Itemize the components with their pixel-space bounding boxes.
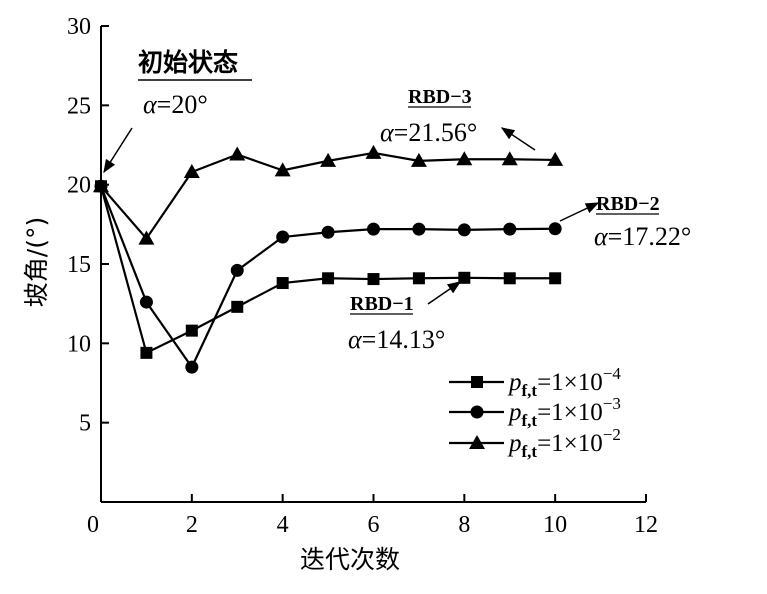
legend-label: pf,t=1×10−2: [507, 425, 621, 461]
annotations: 初始状态 α=20° RBD−3 α=21.56° RBD−2 α=17.22°…: [103, 48, 691, 354]
x-axis-title: 迭代次数: [300, 545, 400, 574]
x-tick-label: 4: [277, 512, 289, 538]
x-tick-label: 2: [186, 512, 198, 538]
legend-marker-circle: [470, 405, 484, 419]
data-point-triangle: [501, 151, 518, 166]
x-axis-ticks: 0 2 4 6 8 10 12: [87, 494, 658, 538]
data-point-square: [185, 324, 198, 337]
data-point-triangle: [456, 151, 473, 166]
rbd1-arrow: [427, 281, 462, 305]
y-tick-label: 25: [67, 93, 91, 119]
data-point-square: [412, 272, 425, 285]
data-point-square: [367, 273, 380, 286]
legend-item: pf,t=1×10−4: [449, 364, 621, 400]
series-line: [99, 185, 556, 355]
initial-state-label: 初始状态: [138, 48, 238, 77]
data-point-circle: [503, 222, 517, 236]
data-point-square: [549, 272, 562, 285]
x-tick-label: 8: [458, 512, 470, 538]
data-point-square: [503, 272, 516, 285]
data-point-circle: [230, 263, 244, 277]
rbd3-value: α=21.56°: [380, 118, 477, 147]
series-triangle: [93, 144, 564, 245]
data-point-circle: [367, 222, 380, 236]
rbd3-label: RBD−3: [408, 86, 472, 108]
data-point-square: [458, 271, 471, 284]
data-point-triangle: [410, 152, 427, 167]
rbd2-value: α=17.22°: [594, 222, 691, 251]
legend-item: pf,t=1×10−2: [449, 425, 621, 461]
y-tick-label: 30: [67, 14, 91, 40]
legend-item: pf,t=1×10−3: [449, 394, 621, 430]
legend-label: pf,t=1×10−3: [507, 394, 621, 430]
rbd2-label: RBD−2: [596, 193, 660, 215]
data-point-circle: [321, 225, 335, 239]
data-point-triangle: [93, 178, 109, 193]
legend-marker-triangle: [469, 435, 485, 449]
initial-state-value: α=20°: [143, 90, 208, 119]
series-circle: [94, 179, 562, 374]
y-tick-label: 5: [79, 411, 91, 437]
y-tick-label: 15: [67, 252, 91, 278]
rbd3-arrow: [500, 127, 536, 151]
data-point-circle: [457, 223, 471, 237]
data-point-triangle: [365, 144, 382, 159]
y-tick-label: 10: [67, 331, 91, 357]
data-point-triangle: [320, 152, 337, 167]
data-point-circle: [185, 360, 199, 374]
x-tick-label: 10: [543, 512, 567, 538]
data-point-circle: [548, 222, 562, 236]
data-point-square: [140, 346, 153, 359]
data-point-triangle: [274, 162, 291, 177]
rbd2-arrow: [559, 202, 600, 222]
x-tick-label: 0: [87, 512, 99, 538]
data-point-circle: [412, 222, 426, 236]
series-square: [95, 180, 562, 359]
rbd1-value: α=14.13°: [348, 325, 445, 354]
legend: pf,t=1×10−4pf,t=1×10−3pf,t=1×10−2: [449, 364, 621, 461]
data-point-triangle: [229, 146, 246, 161]
initial-state-arrow: [103, 127, 133, 174]
data-point-square: [322, 272, 335, 285]
legend-marker-square: [471, 376, 483, 388]
data-point-triangle: [183, 163, 200, 178]
x-tick-label: 12: [634, 512, 658, 538]
data-point-circle: [139, 295, 153, 309]
data-point-circle: [276, 230, 290, 244]
data-point-triangle: [138, 230, 155, 245]
data-point-triangle: [547, 151, 564, 166]
series-layer: [93, 144, 564, 374]
data-point-square: [276, 277, 289, 290]
axes: 0 2 4 6 8 10 12 5 10 15 20 25 30: [67, 14, 658, 538]
data-point-square: [231, 300, 244, 313]
y-axis-title: 坡角/(°): [22, 217, 51, 307]
y-tick-label: 20: [67, 173, 91, 199]
legend-label: pf,t=1×10−4: [507, 364, 621, 400]
rbd1-label: RBD−1: [350, 293, 414, 315]
y-axis-ticks: 5 10 15 20 25 30: [67, 14, 109, 437]
x-tick-label: 6: [368, 512, 380, 538]
